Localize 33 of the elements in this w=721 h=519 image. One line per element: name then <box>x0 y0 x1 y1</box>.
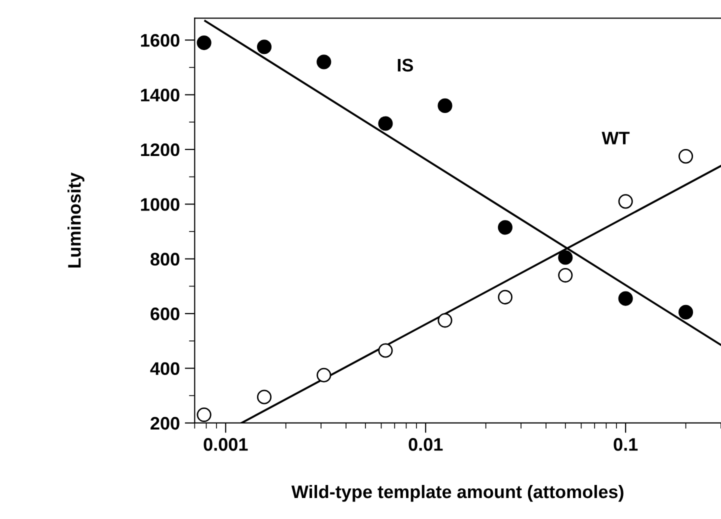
point <box>498 220 512 235</box>
point <box>316 368 332 382</box>
x-tick-label: 0.01 <box>408 438 443 451</box>
y-tick-label: 600 <box>150 308 180 320</box>
annotation: IS <box>398 58 414 72</box>
point <box>558 250 573 265</box>
y-tick-label: 1000 <box>141 198 180 211</box>
point <box>196 36 212 50</box>
point <box>678 149 694 164</box>
y-tick-label: 800 <box>150 252 180 266</box>
point <box>256 40 272 54</box>
point <box>438 98 452 113</box>
y-tick-label: 1200 <box>141 143 180 156</box>
point <box>558 268 573 283</box>
point <box>378 343 393 358</box>
point <box>316 54 332 70</box>
point <box>618 194 633 209</box>
y-tick-label: 1600 <box>141 34 180 47</box>
x-axis-title: Wild-type template amount (attomoles) <box>291 484 624 502</box>
point <box>196 407 212 422</box>
y-tick-label: 200 <box>150 416 180 430</box>
annotation: WT <box>602 132 630 144</box>
point <box>256 390 272 404</box>
point <box>498 290 512 304</box>
point <box>378 116 393 131</box>
y-tick-label: 400 <box>150 362 180 375</box>
x-tick-label: 0.001 <box>204 438 248 451</box>
y-axis-title: Luminosity <box>68 172 84 268</box>
point <box>438 313 452 328</box>
x-tick-label: 0.1 <box>614 438 638 451</box>
point <box>678 304 694 320</box>
y-tick-label: 1400 <box>141 88 180 102</box>
point <box>618 291 633 306</box>
